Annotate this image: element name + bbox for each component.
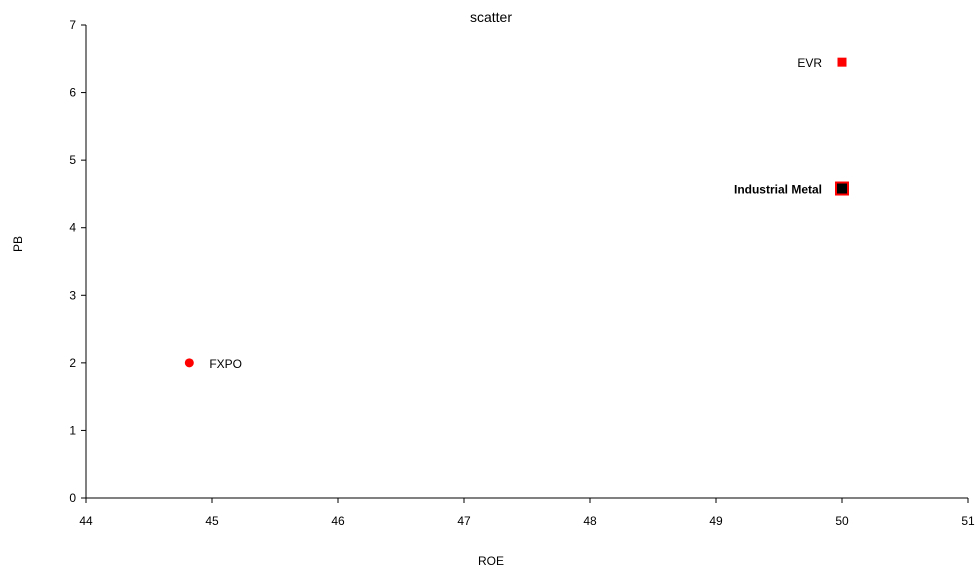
y-tick-label: 0 xyxy=(69,491,76,505)
x-axis-title: ROE xyxy=(478,554,504,568)
data-point xyxy=(835,181,849,196)
x-tick-label: 49 xyxy=(709,514,723,528)
data-points: FXPO EVR Industrial Metal xyxy=(184,56,849,371)
x-tick-label: 45 xyxy=(205,514,219,528)
y-tick-label: 5 xyxy=(69,153,76,167)
x-axis-ticks: 44 45 46 47 48 49 50 51 xyxy=(79,498,975,528)
data-point xyxy=(184,358,194,368)
y-tick-label: 1 xyxy=(69,423,76,437)
y-axis-ticks: 0 1 2 3 4 5 6 7 xyxy=(69,18,86,505)
x-tick-label: 46 xyxy=(331,514,345,528)
x-tick-label: 51 xyxy=(961,514,975,528)
y-tick-label: 2 xyxy=(69,356,76,370)
y-tick-label: 7 xyxy=(69,18,76,32)
x-tick-label: 47 xyxy=(457,514,471,528)
x-tick-label: 48 xyxy=(583,514,597,528)
y-tick-label: 4 xyxy=(69,221,76,235)
y-tick-label: 6 xyxy=(69,86,76,100)
x-tick-label: 44 xyxy=(79,514,93,528)
data-point-label: EVR xyxy=(797,56,822,70)
x-tick-label: 50 xyxy=(835,514,849,528)
y-tick-label: 3 xyxy=(69,288,76,302)
y-axis-title: PB xyxy=(11,236,25,252)
chart-title: scatter xyxy=(470,9,512,25)
data-point xyxy=(837,57,847,67)
data-point-label: FXPO xyxy=(209,357,242,371)
data-point-label: Industrial Metal xyxy=(734,183,822,197)
